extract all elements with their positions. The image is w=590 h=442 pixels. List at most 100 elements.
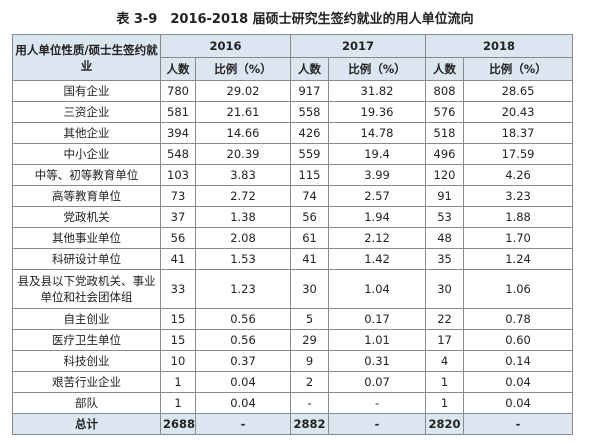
- row-label: 其他企业: [12, 122, 161, 144]
- year-header: 2016: [159, 34, 292, 58]
- row-label: 县及县以下党政机关、事业单位和社会团体组: [12, 269, 161, 309]
- cell: 28.65: [463, 80, 574, 102]
- cell: 0.31: [328, 350, 427, 372]
- cell: 518: [425, 122, 465, 144]
- row-label: 国有企业: [12, 80, 161, 102]
- row-label: 自主创业: [12, 308, 161, 330]
- table-row: 科研设计单位 41 1.53 41 1.42 35 1.24: [12, 248, 574, 270]
- cell: 15: [160, 329, 196, 351]
- total-row: 总计 2688-2882-2820-: [12, 413, 574, 435]
- cell: 41: [290, 248, 330, 270]
- table-row: 其他事业单位 56 2.08 61 2.12 48 1.70: [12, 227, 574, 249]
- cell: 1.94: [328, 206, 427, 228]
- table-row: 其他企业 394 14.66 426 14.78 518 18.37: [12, 122, 574, 144]
- sub-header: 人数: [425, 57, 465, 81]
- cell: 20.43: [463, 101, 574, 123]
- row-label: 科研设计单位: [12, 248, 161, 270]
- cell: -: [463, 413, 574, 435]
- cell: 0.56: [194, 329, 292, 351]
- cell: 548: [160, 143, 196, 165]
- cell: 1.42: [328, 248, 427, 270]
- table-row: 高等教育单位 73 2.72 74 2.57 91 3.23: [12, 185, 574, 207]
- cell: 17: [425, 329, 465, 351]
- cell: 0.04: [194, 392, 292, 414]
- cell: 73: [160, 185, 196, 207]
- cell: 2882: [290, 413, 330, 435]
- cell: 0.04: [463, 371, 574, 393]
- cell: 2: [290, 371, 330, 393]
- sub-header: 比例（%）: [463, 57, 574, 81]
- cell: 21.61: [194, 101, 292, 123]
- cell: 3.83: [194, 164, 292, 186]
- table-row: 中等、初等教育单位 103 3.83 115 3.99 120 4.26: [12, 164, 574, 186]
- cell: -: [328, 392, 427, 414]
- cell: 3.23: [463, 185, 574, 207]
- cell: 48: [425, 227, 465, 249]
- cell: 17.59: [463, 143, 574, 165]
- cell: 3.99: [328, 164, 427, 186]
- cell: 37: [160, 206, 196, 228]
- sub-header: 人数: [290, 57, 330, 81]
- cell: 19.36: [328, 101, 427, 123]
- cell: 1.01: [328, 329, 427, 351]
- cell: 2.08: [194, 227, 292, 249]
- cell: 0.14: [463, 350, 574, 372]
- cell: -: [328, 413, 427, 435]
- cell: 1: [425, 371, 465, 393]
- year-header: 2017: [290, 34, 427, 58]
- sub-header: 比例（%）: [194, 57, 292, 81]
- table-row: 艰苦行业企业 1 0.04 2 0.07 1 0.04: [12, 371, 574, 393]
- row-label: 部队: [12, 392, 161, 414]
- cell: 53: [425, 206, 465, 228]
- cell: 576: [425, 101, 465, 123]
- table-row: 医疗卫生单位 15 0.56 29 1.01 17 0.60: [12, 329, 574, 351]
- cell: -: [194, 413, 292, 435]
- cell: 30: [290, 269, 330, 309]
- cell: 0.17: [328, 308, 427, 330]
- cell: 0.60: [463, 329, 574, 351]
- table-row: 县及县以下党政机关、事业单位和社会团体组 33 1.23 30 1.04 30 1.06: [12, 269, 574, 309]
- cell: 35: [425, 248, 465, 270]
- row-label: 其他事业单位: [12, 227, 161, 249]
- cell: 1: [425, 392, 465, 414]
- cell: 581: [160, 101, 196, 123]
- cell: 1.88: [463, 206, 574, 228]
- cell: 426: [290, 122, 330, 144]
- cell: 0.04: [194, 371, 292, 393]
- cell: 10: [160, 350, 196, 372]
- row-label: 党政机关: [12, 206, 161, 228]
- cell: 56: [160, 227, 196, 249]
- cell: 1.70: [463, 227, 574, 249]
- cell: 19.4: [328, 143, 427, 165]
- cell: 15: [160, 308, 196, 330]
- subheader-row: 人数 比例（%） 人数 比例（%） 人数 比例（%）: [13, 57, 574, 81]
- row-label: 三资企业: [12, 101, 161, 123]
- corner-header: 用人单位性质/硕士生签约就业: [12, 34, 161, 81]
- cell: 0.37: [194, 350, 292, 372]
- cell: 1.24: [463, 248, 574, 270]
- cell: 2.57: [328, 185, 427, 207]
- cell: 41: [160, 248, 196, 270]
- cell: 103: [160, 164, 196, 186]
- cell: 2688: [160, 413, 196, 435]
- cell: 14.78: [328, 122, 427, 144]
- cell: 0.07: [328, 371, 427, 393]
- cell: 33: [160, 269, 196, 309]
- cell: 1: [160, 392, 196, 414]
- cell: 31.82: [328, 80, 427, 102]
- cell: 1.53: [194, 248, 292, 270]
- header-row: 用人单位性质/硕士生签约就业 2016 2017 2018: [12, 34, 574, 81]
- cell: 1.04: [328, 269, 427, 309]
- cell: 0.78: [463, 308, 574, 330]
- table-row: 国有企业 780 29.02 917 31.82 808 28.65: [12, 80, 574, 102]
- row-label: 医疗卫生单位: [12, 329, 161, 351]
- table-row: 部队 1 0.04- -1 0.04: [12, 392, 574, 414]
- year-header: 2018: [425, 34, 574, 58]
- cell: 20.39: [194, 143, 292, 165]
- row-label: 艰苦行业企业: [12, 371, 161, 393]
- cell: 558: [290, 101, 330, 123]
- row-label: 科技创业: [12, 350, 161, 372]
- table-title: 表 3-9 2016-2018 届硕士研究生签约就业的用人单位流向: [116, 12, 474, 27]
- cell: 61: [290, 227, 330, 249]
